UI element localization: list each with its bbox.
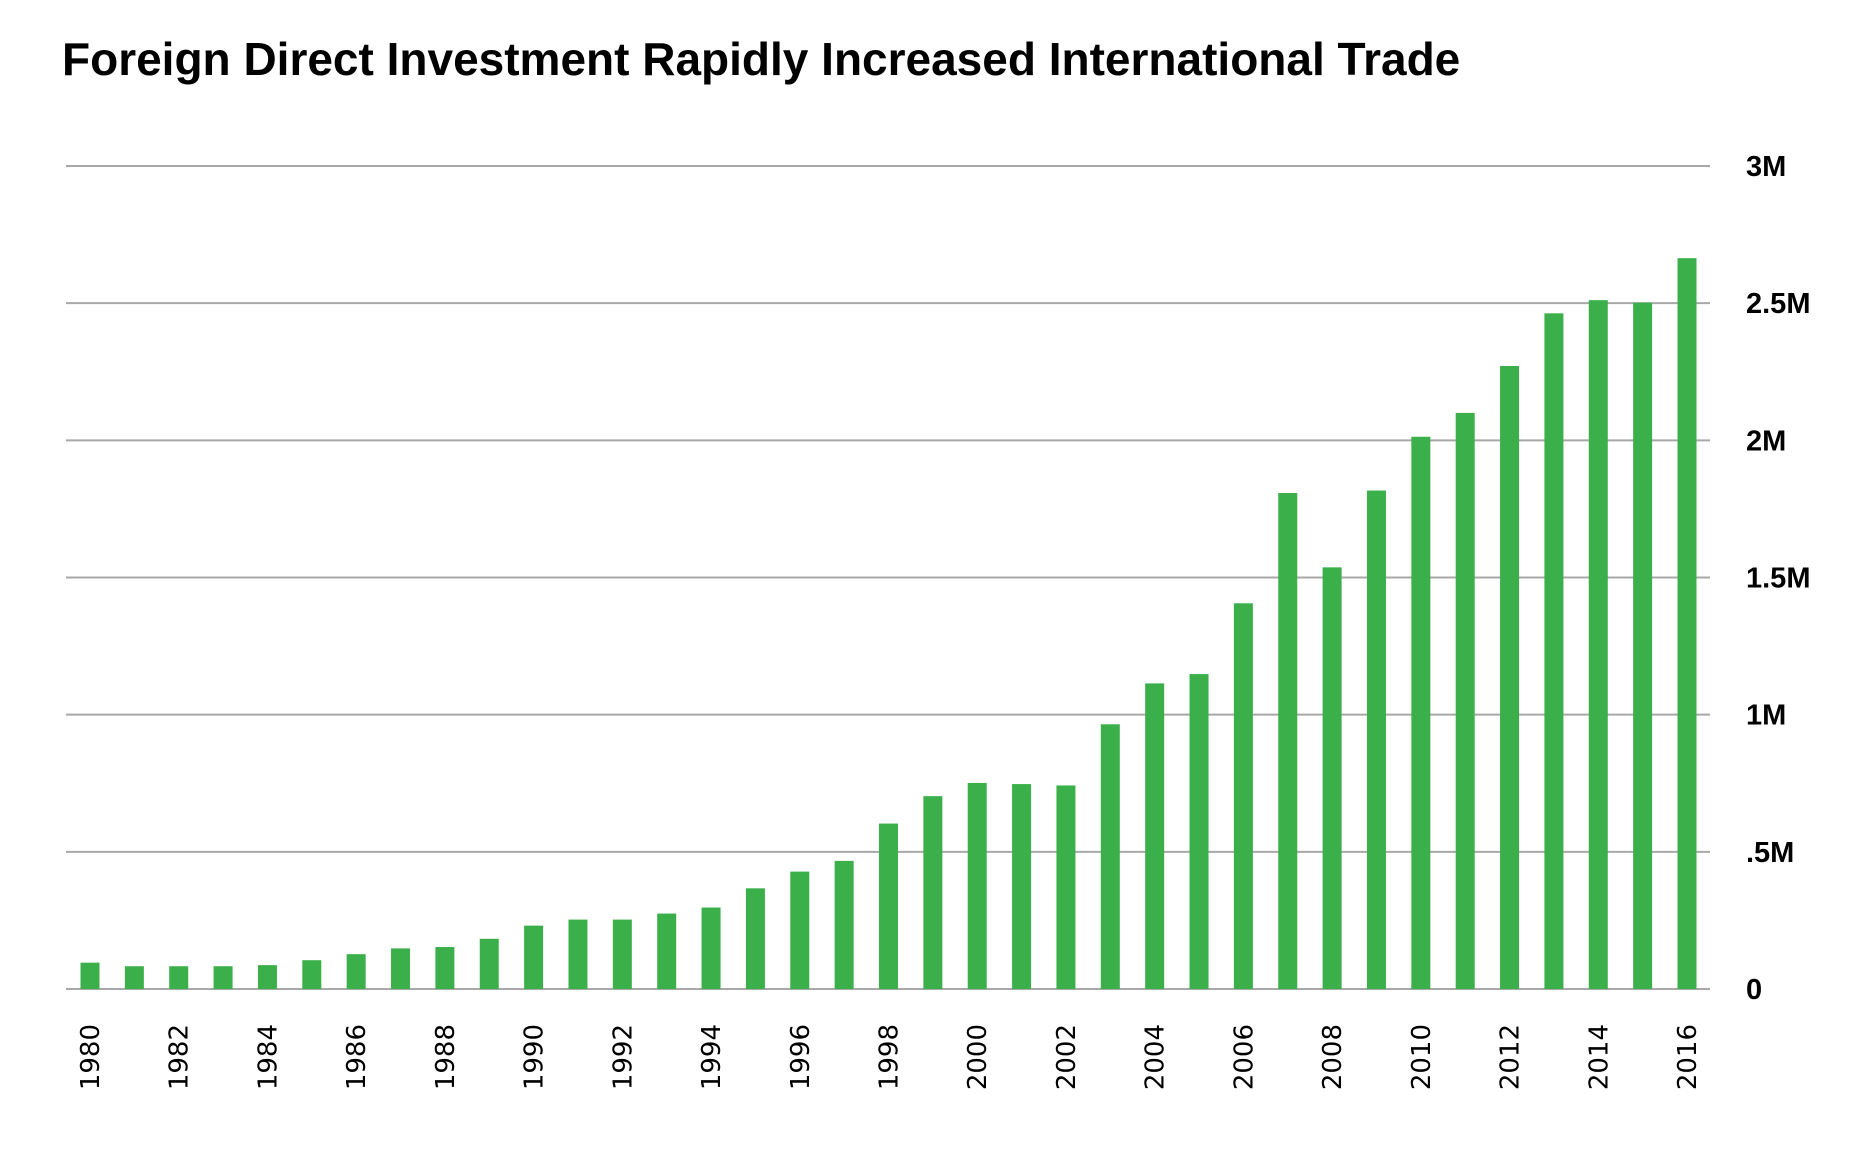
bar-1988 bbox=[435, 947, 455, 989]
bar-2007 bbox=[1278, 493, 1298, 989]
y-tick-label: 1M bbox=[1746, 700, 1786, 732]
y-tick-label: .5M bbox=[1746, 837, 1794, 869]
bar-1994 bbox=[701, 907, 721, 989]
bar-1997 bbox=[834, 860, 854, 989]
bar-2001 bbox=[1012, 784, 1032, 989]
x-tick-label: 1980 bbox=[76, 1024, 106, 1090]
bar-2014 bbox=[1588, 300, 1608, 989]
bar-1985 bbox=[302, 960, 322, 989]
x-tick-label: 1982 bbox=[165, 1024, 195, 1090]
x-tick-label: 2004 bbox=[1141, 1024, 1171, 1090]
x-tick-label: 2012 bbox=[1496, 1024, 1526, 1090]
chart-title: Foreign Direct Investment Rapidly Increa… bbox=[62, 33, 1460, 85]
bar-2012 bbox=[1500, 365, 1520, 989]
bar-2015 bbox=[1633, 302, 1653, 989]
bar-1993 bbox=[657, 913, 677, 989]
bar-1996 bbox=[790, 871, 810, 989]
bar-2009 bbox=[1366, 490, 1386, 989]
bar-2002 bbox=[1056, 785, 1076, 989]
bar-1990 bbox=[524, 925, 544, 989]
x-tick-label: 2014 bbox=[1584, 1024, 1614, 1090]
x-axis-labels: 1980 1982 1984 1986 1988 1990 1992 1994 1996 1998… bbox=[76, 1024, 1703, 1090]
x-tick-label: 1994 bbox=[697, 1024, 727, 1090]
x-tick-label: 2008 bbox=[1318, 1024, 1348, 1090]
bar-1992 bbox=[612, 919, 632, 989]
bar-2004 bbox=[1145, 683, 1165, 989]
y-tick-label: 2M bbox=[1746, 425, 1786, 457]
y-tick-label: 0 bbox=[1746, 974, 1762, 1006]
bar-1984 bbox=[257, 965, 277, 989]
x-tick-label: 2010 bbox=[1407, 1024, 1437, 1090]
bar-2016 bbox=[1677, 258, 1697, 989]
gridlines bbox=[66, 165, 1710, 990]
bar-2003 bbox=[1100, 724, 1120, 989]
bar-1989 bbox=[479, 938, 499, 989]
bar-2013 bbox=[1544, 313, 1564, 989]
bar-1983 bbox=[213, 966, 233, 989]
x-tick-label: 2000 bbox=[963, 1024, 993, 1090]
bar-1982 bbox=[169, 966, 189, 989]
bar-2005 bbox=[1189, 674, 1209, 989]
y-axis-labels: 0 .5M 1M 1.5M 2M 2.5M 3M bbox=[1746, 151, 1810, 1006]
bar-2000 bbox=[967, 782, 987, 989]
bar-2011 bbox=[1455, 412, 1475, 989]
x-tick-label: 1984 bbox=[253, 1024, 283, 1090]
x-tick-label: 1990 bbox=[520, 1024, 550, 1090]
y-tick-label: 1.5M bbox=[1746, 563, 1810, 595]
bar-1999 bbox=[923, 796, 943, 989]
bar-2006 bbox=[1233, 603, 1253, 989]
bar-1995 bbox=[745, 888, 765, 989]
x-tick-label: 1998 bbox=[875, 1024, 905, 1090]
bar-2008 bbox=[1322, 567, 1342, 989]
y-tick-label: 2.5M bbox=[1746, 288, 1810, 320]
y-tick-label: 3M bbox=[1746, 151, 1786, 183]
bar-1998 bbox=[879, 823, 898, 989]
x-tick-label: 1986 bbox=[342, 1024, 372, 1090]
bar-1981 bbox=[124, 966, 144, 989]
bars bbox=[80, 258, 1697, 990]
x-tick-label: 1996 bbox=[786, 1024, 816, 1090]
bar-1986 bbox=[346, 954, 366, 989]
x-tick-label: 2002 bbox=[1052, 1024, 1082, 1090]
bar-1980 bbox=[80, 962, 100, 989]
bar-1991 bbox=[568, 919, 588, 989]
bar-1987 bbox=[391, 948, 411, 989]
x-tick-label: 1988 bbox=[431, 1024, 461, 1090]
x-tick-label: 2006 bbox=[1229, 1024, 1259, 1090]
x-tick-label: 2016 bbox=[1673, 1024, 1703, 1090]
bar-2010 bbox=[1411, 436, 1431, 990]
x-tick-label: 1992 bbox=[608, 1024, 638, 1090]
